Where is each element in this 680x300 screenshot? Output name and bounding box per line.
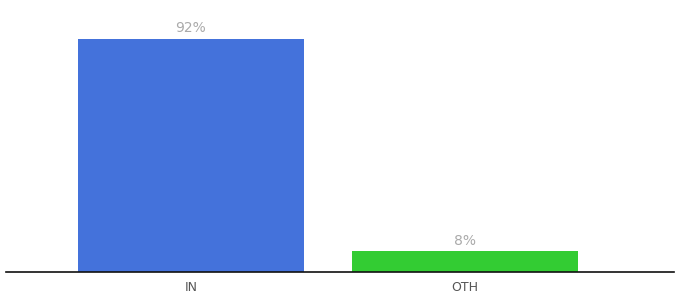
Text: 8%: 8% bbox=[454, 234, 476, 248]
Bar bbox=[352, 251, 578, 272]
Text: 92%: 92% bbox=[175, 21, 206, 35]
Bar bbox=[78, 38, 304, 272]
